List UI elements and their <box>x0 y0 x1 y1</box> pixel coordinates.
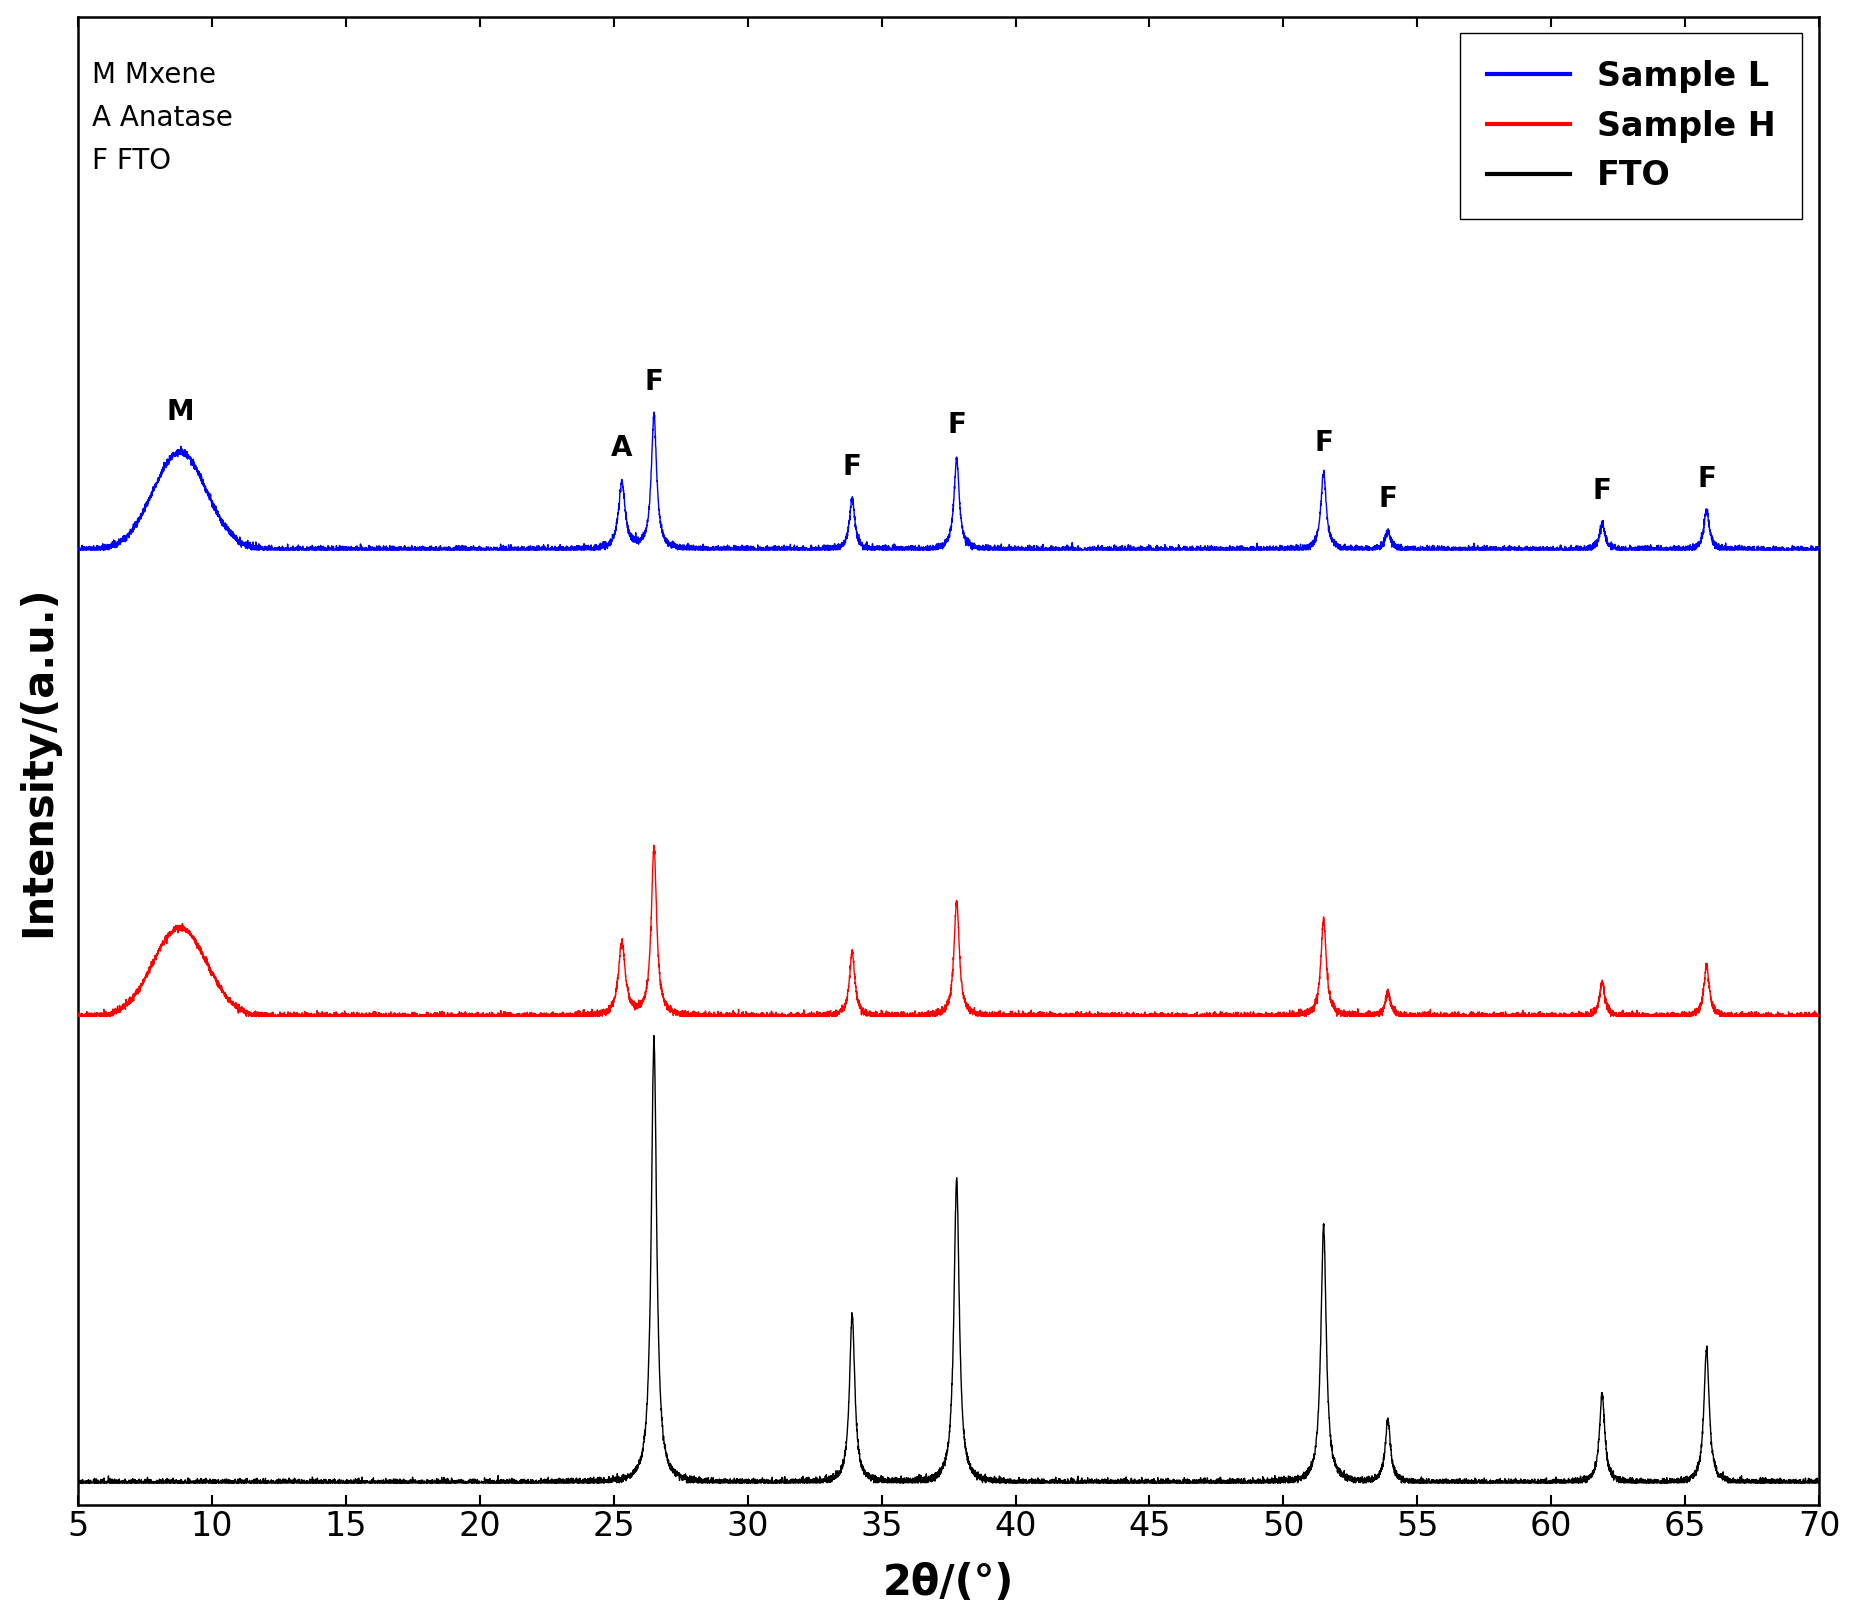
Text: F: F <box>1378 485 1396 512</box>
Text: F: F <box>1315 430 1333 457</box>
Text: F: F <box>947 412 966 439</box>
Text: M Mxene
A Anatase
F FTO: M Mxene A Anatase F FTO <box>91 60 232 175</box>
Text: F: F <box>644 368 663 396</box>
Text: A: A <box>611 434 633 462</box>
Legend: Sample L, Sample H, FTO: Sample L, Sample H, FTO <box>1460 34 1803 219</box>
X-axis label: 2θ/(°): 2θ/(°) <box>882 1563 1014 1605</box>
Text: F: F <box>843 454 862 481</box>
Y-axis label: Intensity/(a.u.): Intensity/(a.u.) <box>17 585 59 937</box>
Text: F: F <box>1593 477 1612 504</box>
Text: M: M <box>165 397 193 426</box>
Text: F: F <box>1697 465 1716 493</box>
